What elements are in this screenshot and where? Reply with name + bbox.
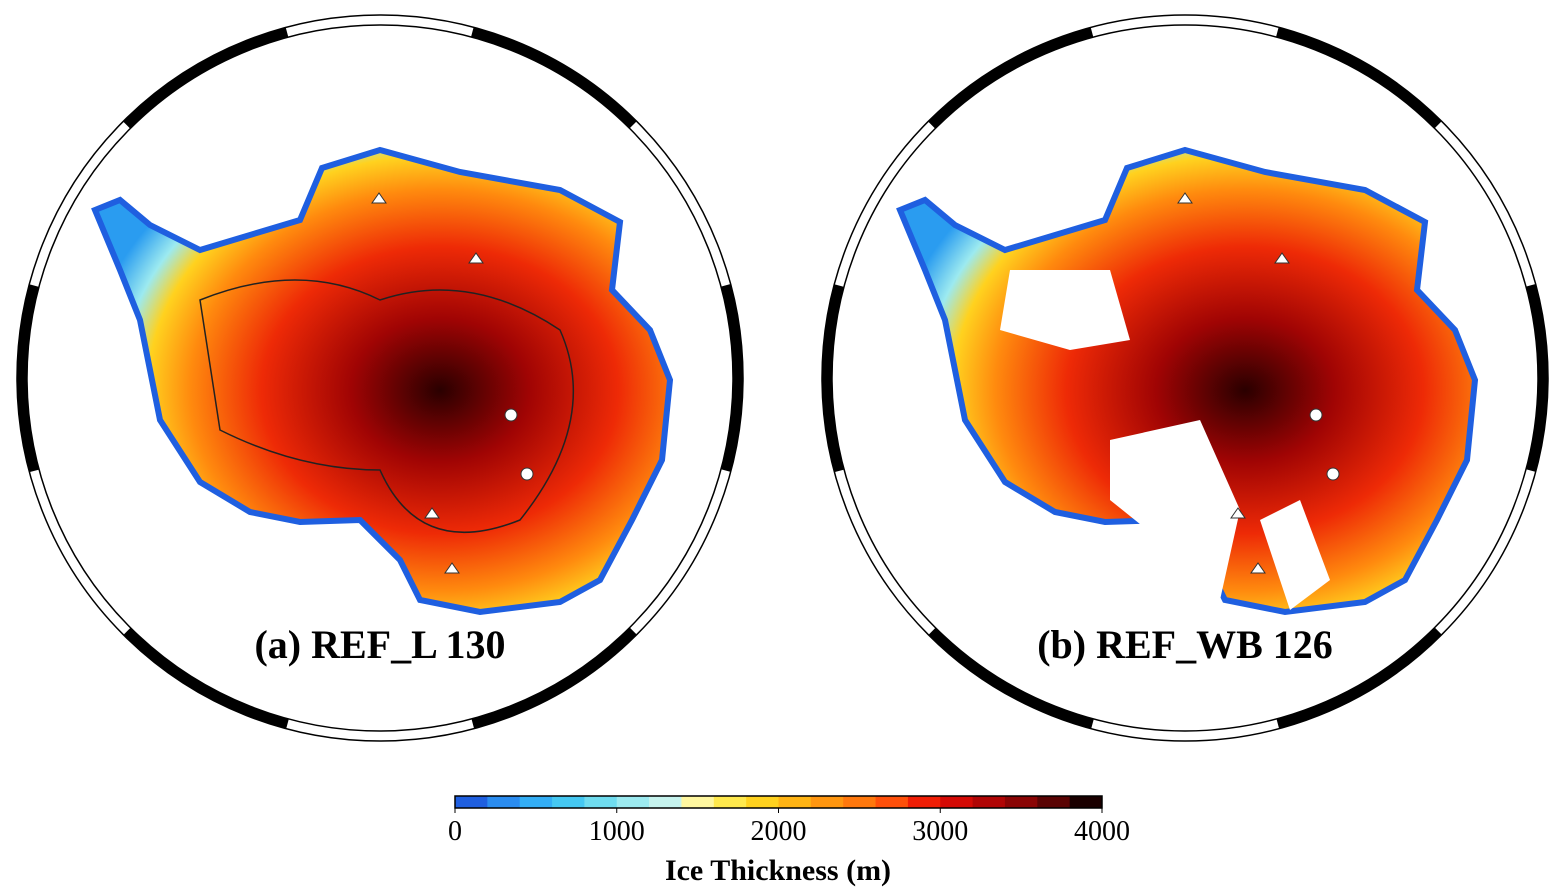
colorbar-bin	[1069, 796, 1103, 808]
colorbar-bin	[681, 796, 715, 808]
colorbar-tick-label: 0	[448, 816, 462, 847]
colorbar-bin	[907, 796, 941, 808]
colorbar-bin	[552, 796, 585, 808]
colorbar-bin	[455, 796, 488, 808]
colorbar-bin	[972, 796, 1006, 808]
contour	[199, 279, 575, 533]
colorbar-tick-label: 3000	[912, 816, 968, 847]
colorbar-tick-label: 2000	[751, 816, 807, 847]
panel-b: (b) REF_WB 126	[747, 0, 1551, 816]
colorbar-bin	[1037, 796, 1071, 808]
panel-label: (b) REF_WB 126	[1037, 622, 1333, 667]
colorbar-bin	[616, 796, 650, 808]
colorbar-bin	[746, 796, 779, 808]
markers	[1177, 192, 1340, 574]
colorbar-tick-label: 1000	[589, 816, 645, 847]
ice-sheet	[95, 150, 670, 612]
colorbar-bin	[1004, 796, 1038, 808]
colorbar-bin	[778, 796, 812, 808]
markers	[371, 192, 534, 574]
colorbar-bin	[875, 796, 909, 808]
colorbar-tick-label: 4000	[1074, 816, 1130, 847]
ice-shelf-gap	[1110, 420, 1240, 600]
colorbar-bin	[584, 796, 618, 808]
colorbar-bin	[940, 796, 974, 808]
panel-a: (a) REF_L 130	[0, 0, 818, 816]
colorbar: 0 1000 2000 3000 4000	[448, 795, 1130, 847]
ice-shelf-gap	[1000, 270, 1130, 350]
colorbar-bin	[487, 796, 521, 808]
colorbar-bin	[713, 796, 747, 808]
colorbar-bin	[649, 796, 682, 808]
colorbar-bin	[810, 796, 844, 808]
colorbar-bin	[519, 796, 553, 808]
colorbar-label: Ice Thickness (m)	[665, 854, 891, 887]
colorbar-bin	[843, 796, 877, 808]
ice-shelf-gap	[1260, 500, 1330, 610]
panel-label: (a) REF_L 130	[254, 622, 505, 667]
